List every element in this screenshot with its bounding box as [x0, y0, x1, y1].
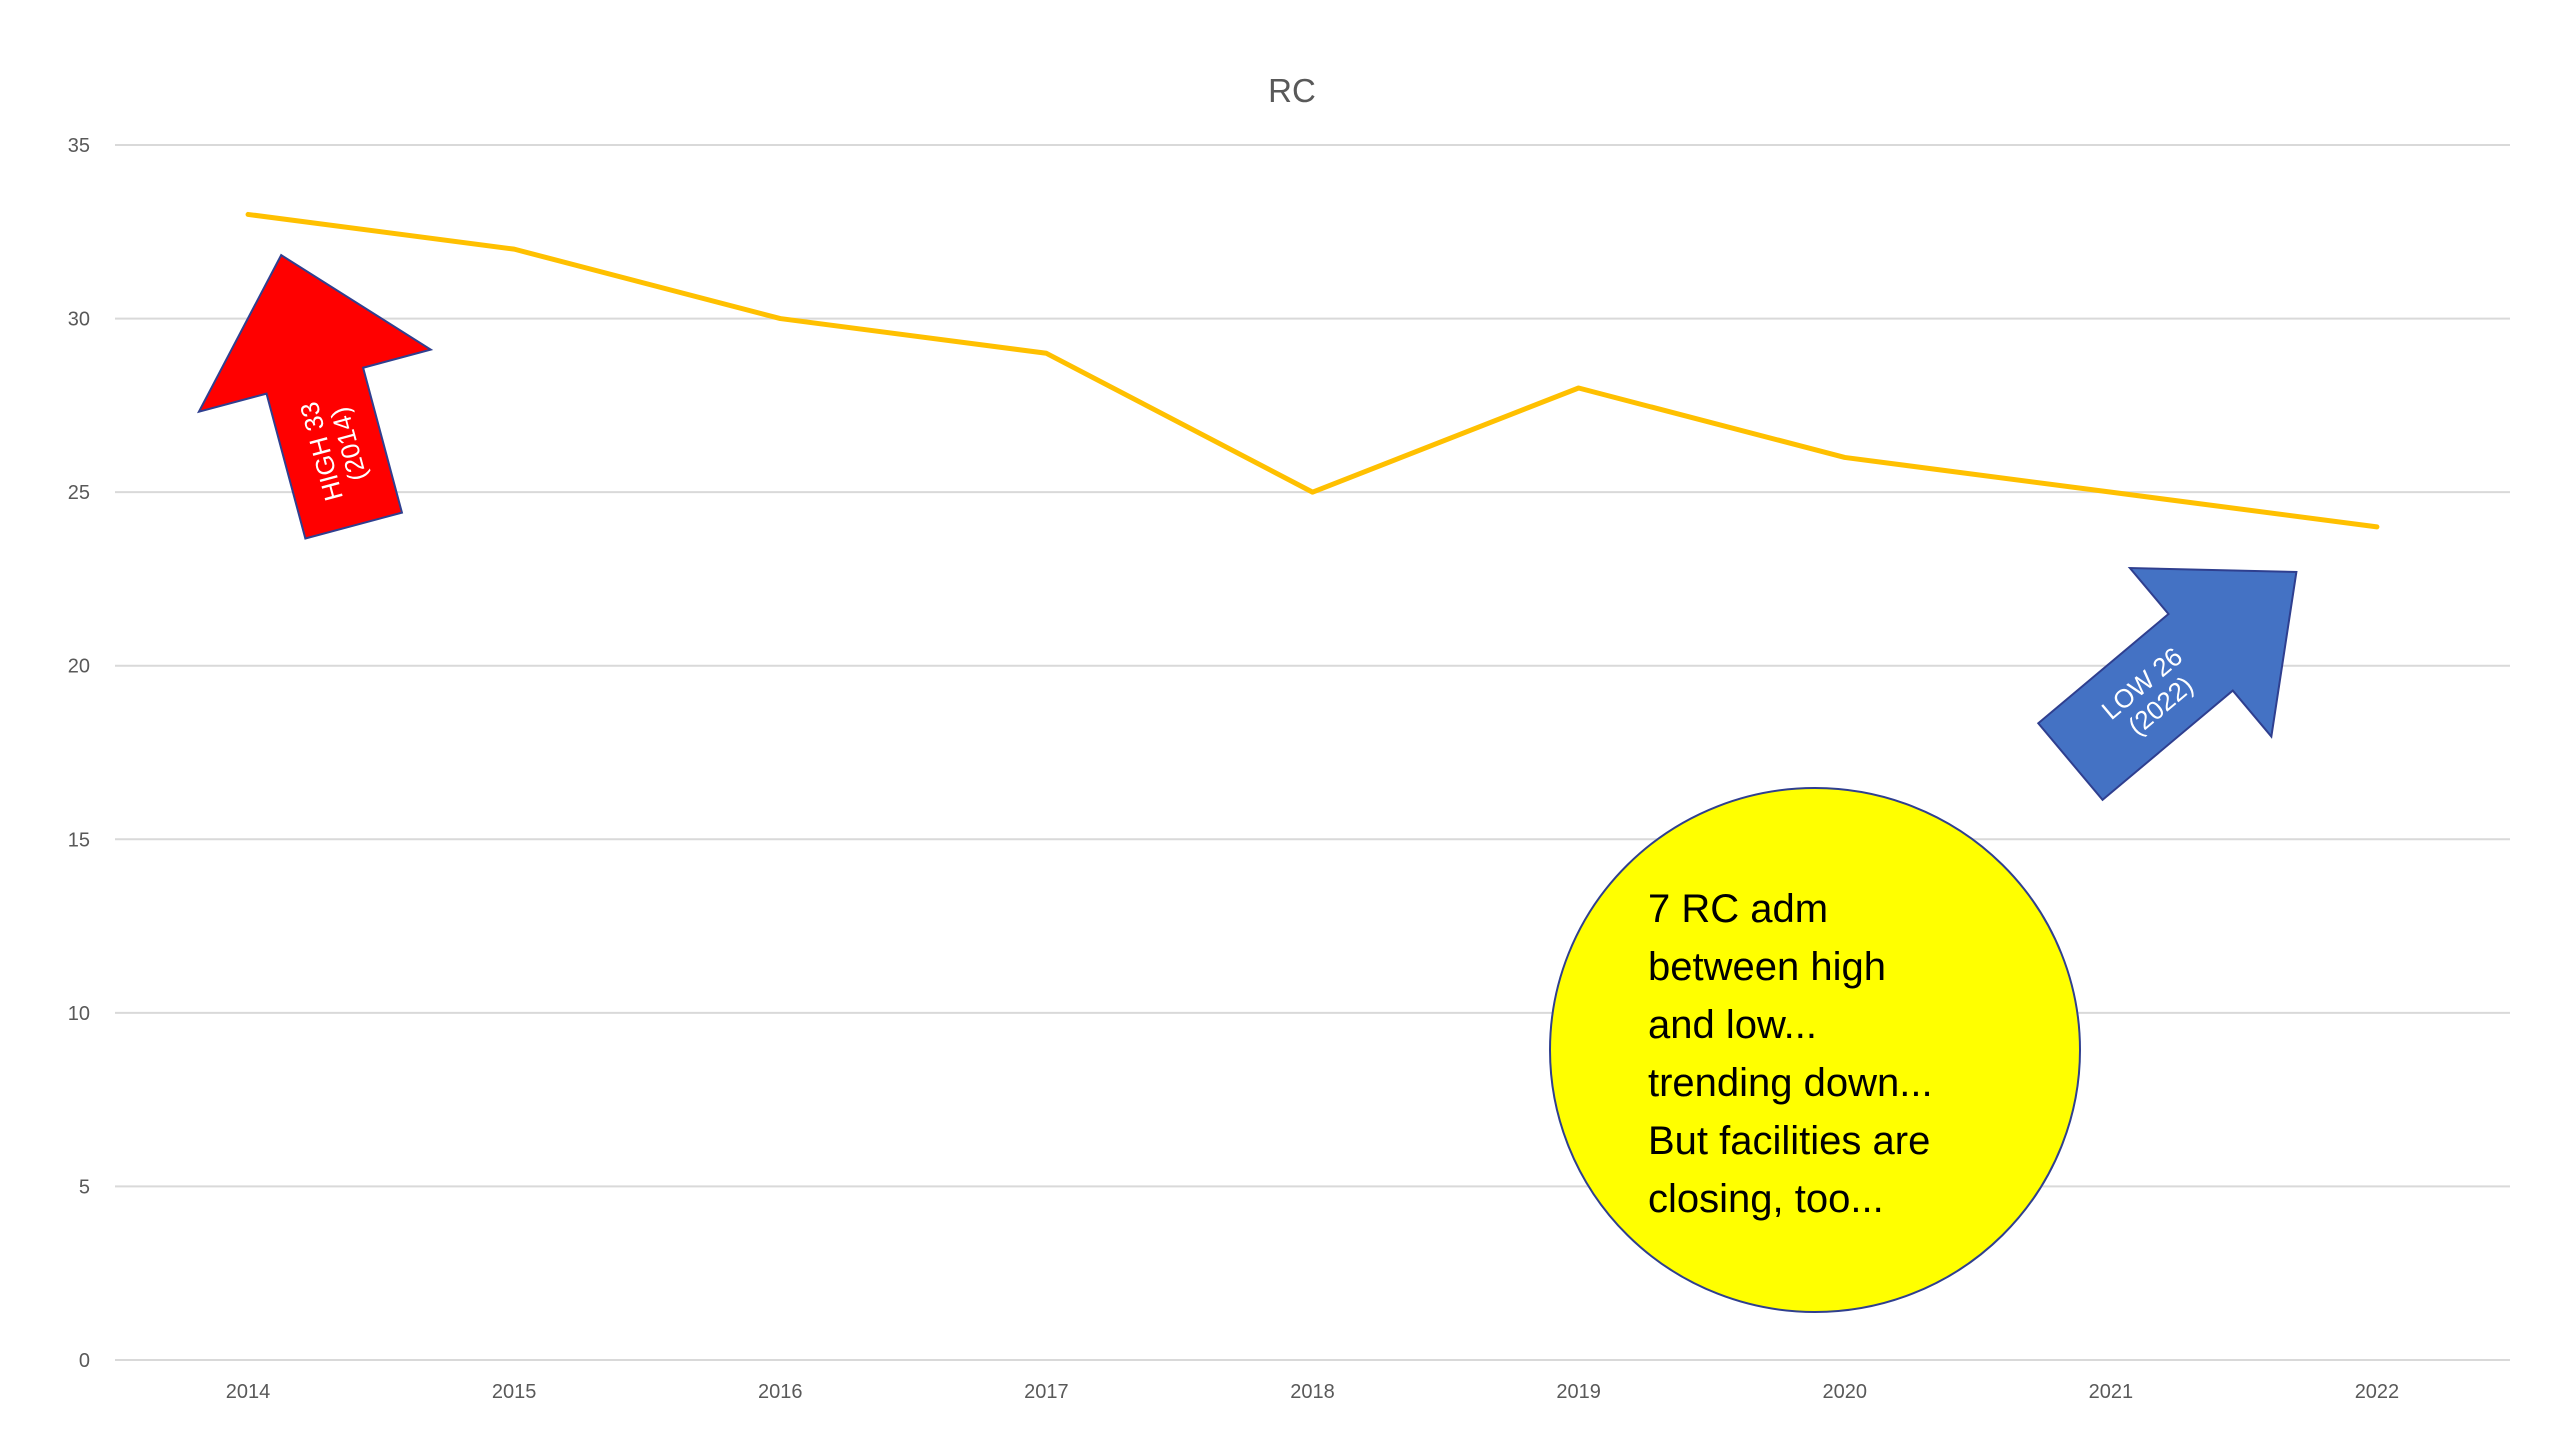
y-tick-label: 15: [68, 829, 90, 851]
y-tick-label: 0: [79, 1350, 90, 1372]
note-line-1: 7 RC adm: [1648, 887, 1828, 931]
x-tick-label: 2022: [2355, 1381, 2400, 1403]
note-bubble: 7 RC adm between high and low... trendin…: [1549, 787, 2081, 1313]
y-tick-label: 5: [79, 1176, 90, 1198]
series-line: [245, 211, 2380, 530]
arrow-up-icon: [196, 253, 434, 540]
note-line-2: between high: [1648, 945, 1886, 989]
x-tick-label: 2016: [758, 1381, 803, 1403]
x-tick-label: 2015: [492, 1381, 537, 1403]
note-line-3: and low...: [1648, 1003, 1817, 1047]
note-line-4: trending down...: [1648, 1061, 1933, 1105]
x-tick-label: 2014: [226, 1381, 271, 1403]
y-tick-label: 20: [68, 656, 90, 678]
x-tick-label: 2018: [1290, 1381, 1335, 1403]
x-axis-tick-labels: 2014 2015 2016 2017 2018 2019 2020 2021 2022: [226, 1381, 2399, 1403]
x-tick-label: 2021: [2089, 1381, 2134, 1403]
low-annotation-arrow: LOW 26 (2022): [2036, 566, 2298, 802]
y-tick-label: 25: [68, 482, 90, 504]
y-axis-tick-labels: 0 5 10 15 20 25 30 35: [68, 135, 90, 1372]
note-bubble-circle: [1549, 787, 2081, 1313]
arrow-up-right-icon: [2036, 566, 2298, 802]
note-line-5: But facilities are: [1648, 1119, 1930, 1163]
x-tick-label: 2020: [1822, 1381, 1867, 1403]
y-tick-label: 35: [68, 135, 90, 157]
note-line-6: closing, too...: [1648, 1177, 1884, 1221]
chart-title: RC: [1268, 72, 1316, 109]
y-tick-label: 30: [68, 309, 90, 331]
series-layer: [245, 211, 2380, 530]
x-tick-label: 2019: [1556, 1381, 1601, 1403]
y-tick-label: 10: [68, 1003, 90, 1025]
x-tick-label: 2017: [1024, 1381, 1069, 1403]
high-annotation-arrow: HIGH 33 (2014): [196, 253, 434, 540]
